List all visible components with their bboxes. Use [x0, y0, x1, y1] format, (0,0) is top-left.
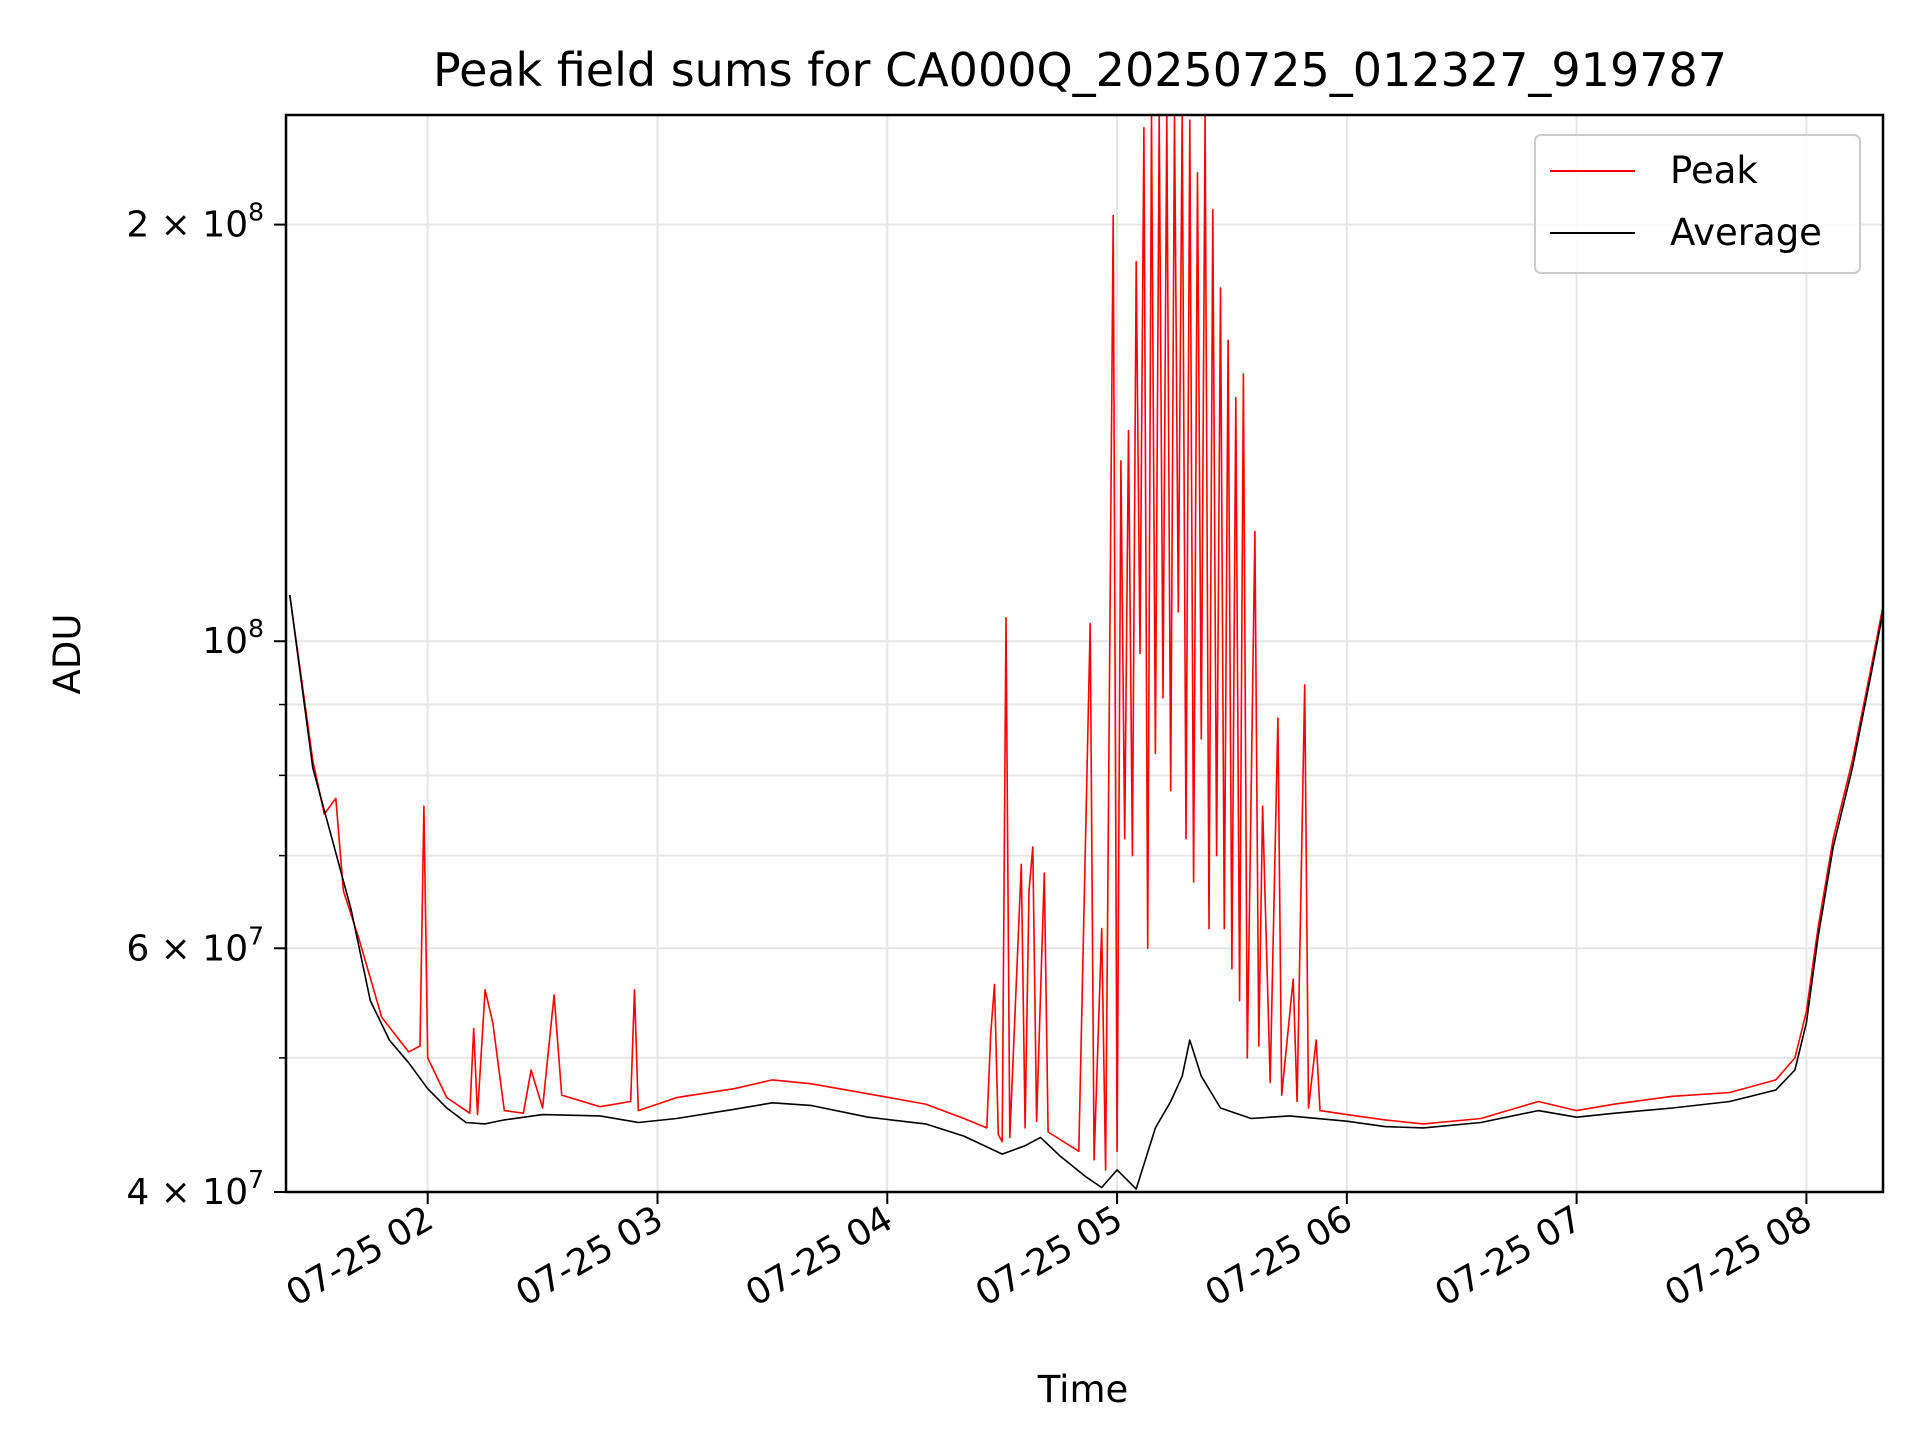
legend-label-peak: Peak — [1670, 149, 1758, 192]
chart-title: Peak field sums for CA000Q_20250725_0123… — [433, 43, 1727, 97]
y-tick-label: 4 × 107 — [126, 1165, 264, 1213]
series-line-peak — [289, 115, 1883, 1171]
x-tick-label: 07-25 07 — [1428, 1198, 1589, 1314]
series-layer — [289, 115, 1883, 1190]
series-line-average — [289, 594, 1883, 1190]
x-tick-label: 07-25 06 — [1199, 1198, 1360, 1314]
x-tick-label: 07-25 08 — [1658, 1198, 1819, 1314]
y-axis: 4 × 107 6 × 107 108 2 × 108 — [126, 198, 286, 1213]
x-tick-label: 07-25 03 — [509, 1198, 670, 1314]
x-tick-label: 07-25 05 — [969, 1198, 1130, 1314]
legend-box — [1534, 134, 1861, 274]
y-tick-label: 108 — [202, 614, 264, 662]
x-tick-label: 07-25 02 — [280, 1198, 441, 1314]
y-tick-label: 2 × 108 — [126, 198, 264, 246]
legend-label-average: Average — [1670, 211, 1822, 254]
y-axis-label: ADU — [46, 614, 89, 695]
x-tick-label: 07-25 04 — [739, 1198, 900, 1314]
y-tick-label: 6 × 107 — [126, 921, 264, 969]
plot-frame — [284, 113, 1885, 1194]
x-axis-label: Time — [1037, 1368, 1129, 1411]
x-axis: 07-25 02 07-25 03 07-25 04 07-25 05 07-25 06… — [280, 1192, 1819, 1315]
legend: Peak Average — [1534, 134, 1861, 274]
grid — [286, 115, 1883, 1193]
